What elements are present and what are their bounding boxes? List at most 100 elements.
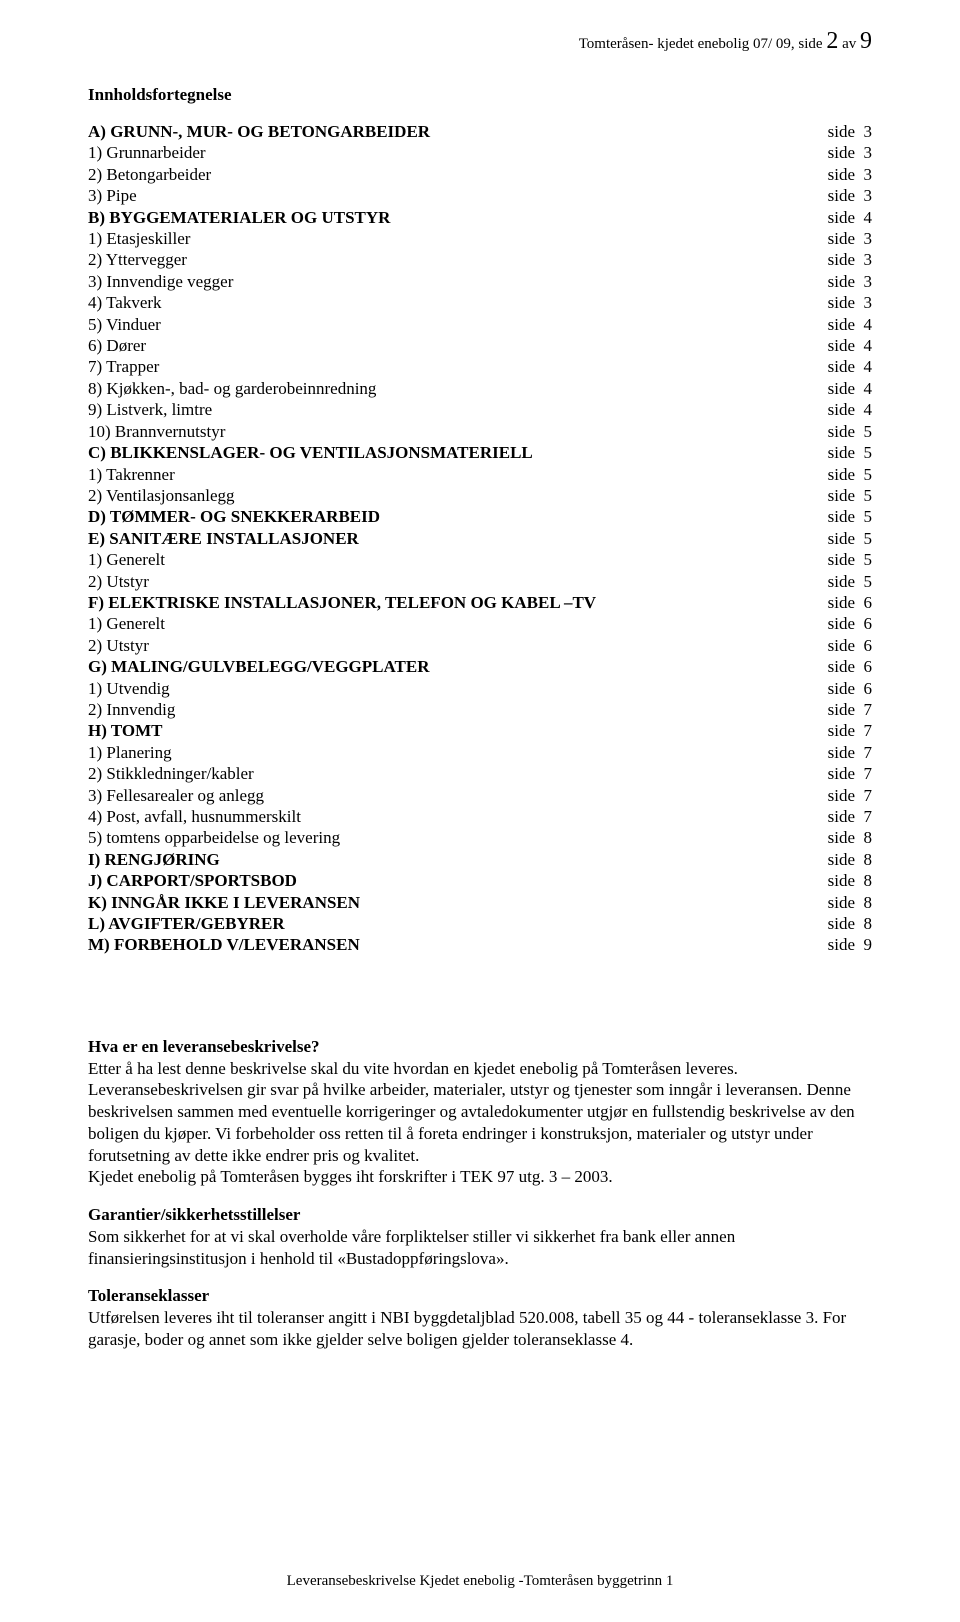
toc-page-ref: side 5 [828,506,872,527]
toc-page-ref: side 4 [828,399,872,420]
toc-row: 1) Generelt side 6 [88,613,872,634]
toc-label: 2) Ventilasjonsanlegg [88,485,235,506]
toc-label: 5) Vinduer [88,314,161,335]
toc-row: 3) Innvendige vegger side 3 [88,271,872,292]
toc-label: M) FORBEHOLD V/LEVERANSEN [88,934,360,955]
toc-label: D) TØMMER- OG SNEKKERARBEID [88,506,380,527]
toc-row: J) CARPORT/SPORTSBODside 8 [88,870,872,891]
toc-page-ref: side 8 [828,827,872,848]
toc-label: L) AVGIFTER/GEBYRER [88,913,285,934]
toc-label: 6) Dører [88,335,146,356]
toc-row: F) ELEKTRISKE INSTALLASJONER, TELEFON OG… [88,592,872,613]
toc-label: 1) Planering [88,742,172,763]
toc-row: 8) Kjøkken-, bad- og garderobeinnredning… [88,378,872,399]
toc-label: A) GRUNN-, MUR- OG BETONGARBEIDER [88,121,430,142]
toc-label: 3) Innvendige vegger [88,271,233,292]
toc-row: E) SANITÆRE INSTALLASJONERside 5 [88,528,872,549]
toc-row: 3) Pipe side 3 [88,185,872,206]
toc-page-ref: side 6 [828,592,872,613]
toc-row: 1) Takrennerside 5 [88,464,872,485]
toc-row: 6) Dørerside 4 [88,335,872,356]
toc-label: 1) Generelt [88,549,165,570]
toc-page-ref: side 5 [828,442,872,463]
toc-page-ref: side 6 [828,656,872,677]
toc-label: 5) tomtens opparbeidelse og levering [88,827,340,848]
toc-row: 7) Trapper side 4 [88,356,872,377]
toc-row: 4) Takverkside 3 [88,292,872,313]
toc-label: K) INNGÅR IKKE I LEVERANSEN [88,892,360,913]
toc-row: 10) Brannvernutstyrside 5 [88,421,872,442]
toc-row: 1) Generelt side 5 [88,549,872,570]
toc-page-ref: side 7 [828,785,872,806]
toc-label: 2) Stikkledninger/kabler [88,763,254,784]
toc-page-ref: side 6 [828,613,872,634]
toc-row: L) AVGIFTER/GEBYRER side 8 [88,913,872,934]
section-heading-garantier: Garantier/sikkerhetsstillelser [88,1205,300,1224]
page-header: Tomteråsen- kjedet enebolig 07/ 09, side… [88,28,872,55]
toc-row: H) TOMTside 7 [88,720,872,741]
toc-title: Innholdsfortegnelse [88,85,872,105]
toc-page-ref: side 4 [828,378,872,399]
toc-row: 1) Utvendigside 6 [88,678,872,699]
toc-page-ref: side 6 [828,635,872,656]
toc-row: 1) Etasjeskiller side 3 [88,228,872,249]
toc-row: 2) Stikkledninger/kabler side 7 [88,763,872,784]
toc-page-ref: side 5 [828,485,872,506]
toc-label: 2) Utstyr [88,635,149,656]
toc-label: G) MALING/GULVBELEGG/VEGGPLATER [88,656,429,677]
toc-row: 3) Fellesarealer og anlegg side 7 [88,785,872,806]
header-middle: av [838,36,860,52]
toc-row: 2) Ytterveggerside 3 [88,249,872,270]
toc-label: 2) Innvendig [88,699,175,720]
toc-row: 2) Utstyr side 6 [88,635,872,656]
toc-label: 1) Grunnarbeider [88,142,206,163]
toc-label: 8) Kjøkken-, bad- og garderobeinnredning [88,378,376,399]
toc-row: 2) Ventilasjonsanlegg side 5 [88,485,872,506]
toc-label: C) BLIKKENSLAGER- OG VENTILASJONSMATERIE… [88,442,533,463]
toc-page-ref: side 3 [828,164,872,185]
toc-row: G) MALING/GULVBELEGG/VEGGPLATER side 6 [88,656,872,677]
table-of-contents: A) GRUNN-, MUR- OG BETONGARBEIDERside 31… [88,121,872,956]
section-heading-hva-er: Hva er en leveransebeskrivelse? [88,1037,320,1056]
toc-row: 9) Listverk, limtre side 4 [88,399,872,420]
toc-page-ref: side 3 [828,292,872,313]
toc-label: 9) Listverk, limtre [88,399,212,420]
toc-label: 3) Pipe [88,185,137,206]
toc-page-ref: side 4 [828,314,872,335]
toc-page-ref: side 5 [828,549,872,570]
toc-label: 7) Trapper [88,356,159,377]
toc-page-ref: side 8 [828,913,872,934]
toc-row: 2) Innvendig side 7 [88,699,872,720]
toc-page-ref: side 7 [828,742,872,763]
toc-label: 2) Utstyr [88,571,149,592]
toc-row: 5) tomtens opparbeidelse og levering side… [88,827,872,848]
toc-page-ref: side 7 [828,763,872,784]
toc-page-ref: side 7 [828,720,872,741]
toc-label: 10) Brannvernutstyr [88,421,225,442]
toc-row: I) RENGJØRING side 8 [88,849,872,870]
toc-page-ref: side 3 [828,142,872,163]
toc-label: 3) Fellesarealer og anlegg [88,785,264,806]
toc-page-ref: side 6 [828,678,872,699]
toc-label: J) CARPORT/SPORTSBOD [88,870,297,891]
toc-page-ref: side 7 [828,699,872,720]
header-prefix: Tomteråsen- kjedet enebolig 07/ 09, side [579,36,827,52]
toc-row: 1) Planering side 7 [88,742,872,763]
paragraph-text: Som sikkerhet for at vi skal overholde v… [88,1227,735,1268]
paragraph-text: Utførelsen leveres iht til toleranser an… [88,1308,846,1349]
toc-page-ref: side 5 [828,571,872,592]
body-text: Hva er en leveransebeskrivelse? Etter å … [88,1036,872,1351]
toc-page-ref: side 3 [828,228,872,249]
toc-label: I) RENGJØRING [88,849,220,870]
toc-label: 1) Takrenner [88,464,175,485]
toc-page-ref: side 4 [828,356,872,377]
toc-page-ref: side 3 [828,121,872,142]
toc-page-ref: side 3 [828,185,872,206]
toc-label: 1) Generelt [88,613,165,634]
toc-page-ref: side 8 [828,849,872,870]
toc-label: 2) Betongarbeider [88,164,211,185]
toc-row: D) TØMMER- OG SNEKKERARBEID side 5 [88,506,872,527]
toc-label: 1) Etasjeskiller [88,228,190,249]
toc-label: 4) Post, avfall, husnummerskilt [88,806,301,827]
toc-page-ref: side 3 [828,271,872,292]
